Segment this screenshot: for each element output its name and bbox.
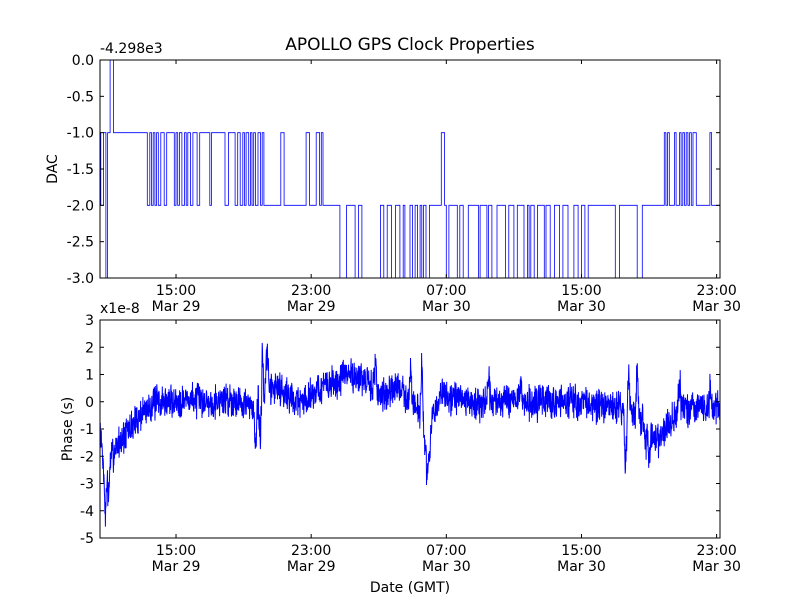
- y-axis-label: Phase (s): [60, 397, 76, 461]
- y-tick-label: -0.5: [67, 89, 94, 105]
- y-tick-label: -2.0: [67, 198, 94, 214]
- y-tick-label: -1: [80, 422, 94, 438]
- x-tick-label-date: Mar 29: [287, 299, 336, 315]
- y-tick-label: -3: [80, 477, 94, 493]
- x-tick-label-date: Mar 30: [692, 299, 741, 315]
- x-tick-label-time: 23:00: [291, 283, 331, 299]
- y-tick-label: 1: [85, 368, 94, 384]
- y-tick-label: 2: [85, 340, 94, 356]
- x-tick-label-time: 07:00: [426, 543, 466, 559]
- x-tick-label-date: Mar 30: [422, 559, 471, 575]
- y-tick-label: -5: [80, 531, 94, 547]
- x-tick-label-time: 15:00: [561, 543, 601, 559]
- axis-offset-label: -4.298e3: [100, 41, 163, 57]
- y-tick-label: 0: [85, 395, 94, 411]
- y-tick-label: 3: [85, 313, 94, 329]
- x-tick-label-time: 23:00: [291, 543, 331, 559]
- y-tick-label: -2: [80, 449, 94, 465]
- x-tick-label-time: 23:00: [696, 543, 736, 559]
- x-tick-label-time: 15:00: [156, 543, 196, 559]
- x-tick-label-date: Mar 29: [152, 299, 201, 315]
- chart-title: APOLLO GPS Clock Properties: [285, 35, 535, 55]
- x-tick-label-date: Mar 30: [557, 559, 606, 575]
- x-tick-label-date: Mar 29: [287, 559, 336, 575]
- y-tick-label: -2.5: [67, 235, 94, 251]
- y-tick-label: -3.0: [67, 271, 94, 287]
- x-tick-label-date: Mar 29: [152, 559, 201, 575]
- x-tick-label-time: 15:00: [561, 283, 601, 299]
- x-tick-label-date: Mar 30: [692, 559, 741, 575]
- x-tick-label-date: Mar 30: [557, 299, 606, 315]
- y-tick-label: -1.5: [67, 162, 94, 178]
- x-tick-label-time: 15:00: [156, 283, 196, 299]
- x-axis-label: Date (GMT): [370, 580, 450, 596]
- phase-series-line: [100, 342, 720, 527]
- dac-series-line: [100, 60, 720, 278]
- x-tick-label-date: Mar 30: [422, 299, 471, 315]
- y-tick-label: -4: [80, 504, 94, 520]
- y-tick-label: -1.0: [67, 126, 94, 142]
- x-tick-label-time: 23:00: [696, 283, 736, 299]
- y-axis-label: DAC: [45, 154, 61, 184]
- x-tick-label-time: 07:00: [426, 283, 466, 299]
- axis-offset-label: x1e-8: [100, 301, 140, 317]
- y-tick-label: 0.0: [72, 53, 94, 69]
